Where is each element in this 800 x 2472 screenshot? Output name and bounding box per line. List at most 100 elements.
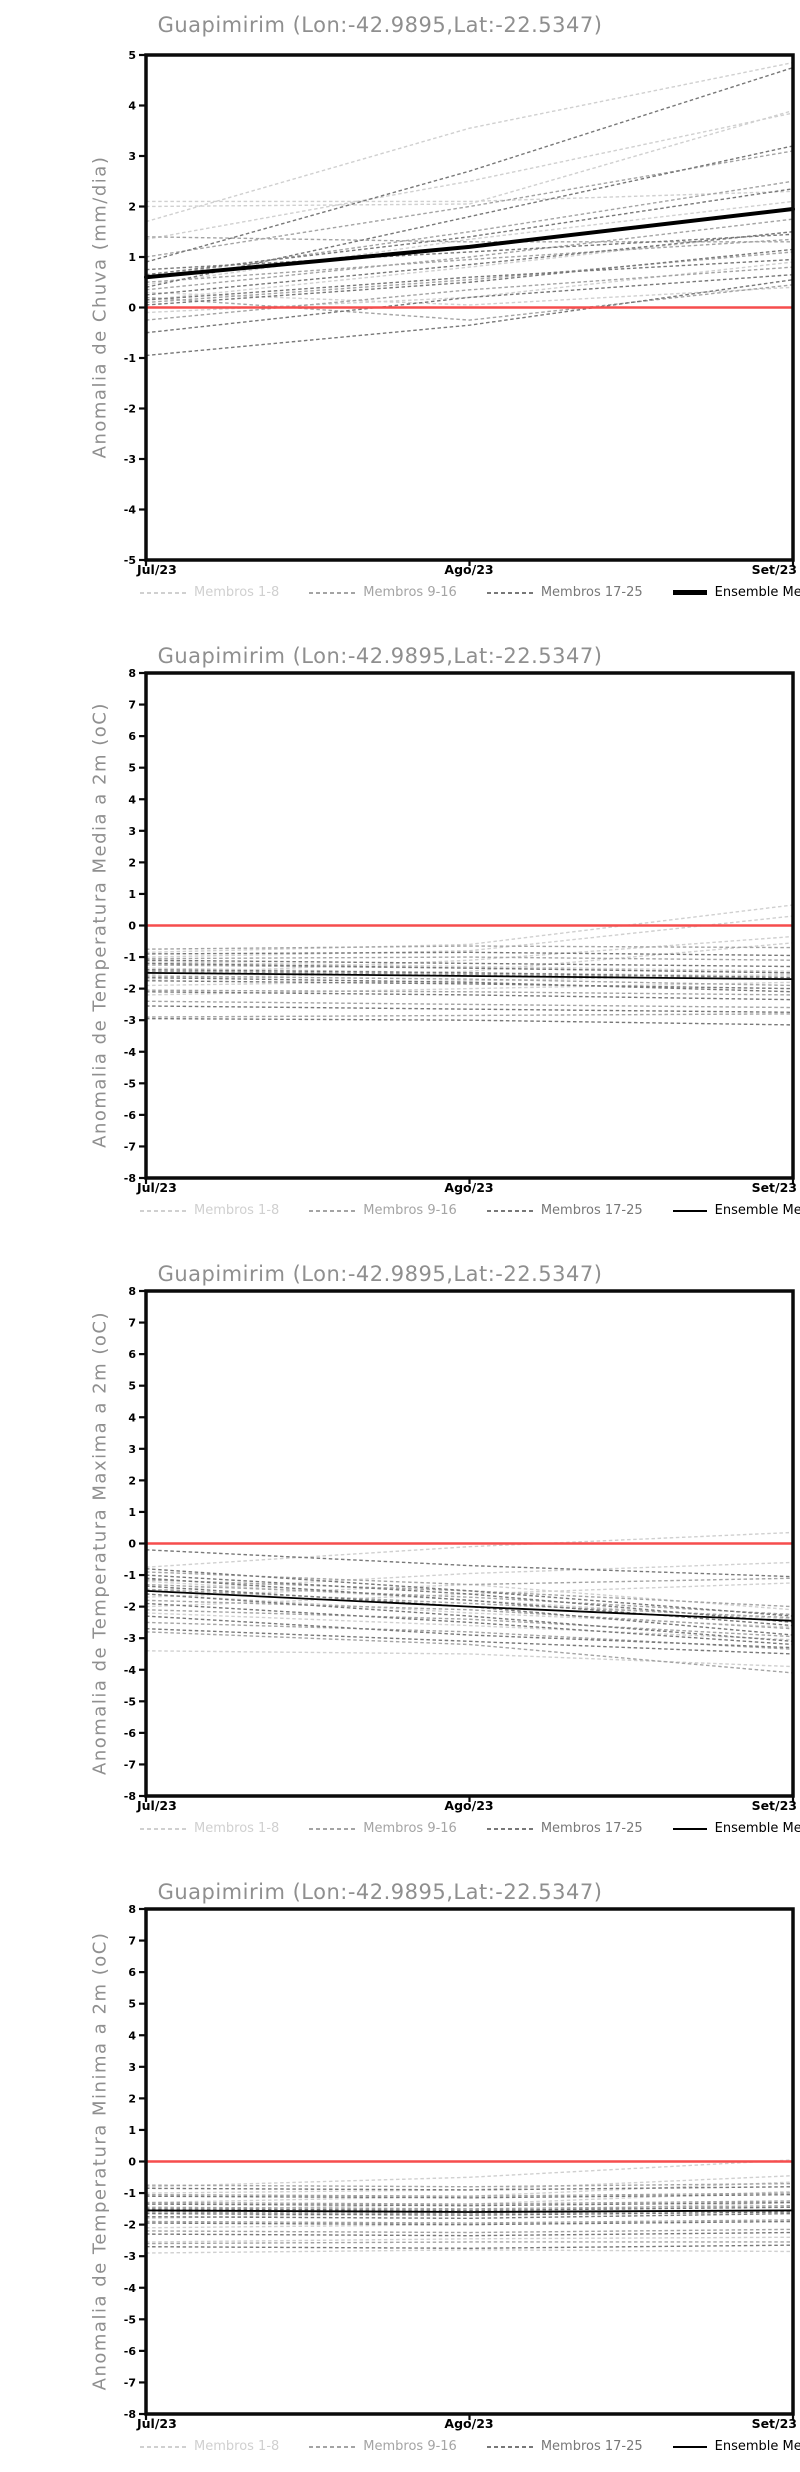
svg-text:2: 2 bbox=[128, 856, 136, 869]
svg-text:2: 2 bbox=[128, 201, 136, 214]
chart-anomalia-temp-maxima: 8 7 6 5 4 3 2 1 0 -1 -2 -3 -4 -5 -6 -7 -8 Guapimirim (Lo… bbox=[0, 1236, 800, 1854]
legend-label: Membros 17-25 bbox=[540, 1203, 643, 1218]
dashed-line-swatch bbox=[486, 2445, 533, 2448]
legend-label: Membros 9-16 bbox=[363, 1821, 457, 1836]
svg-text:6: 6 bbox=[128, 730, 136, 743]
svg-text:1: 1 bbox=[128, 2124, 136, 2137]
legend-label: Membros 9-16 bbox=[363, 1203, 457, 1218]
svg-text:4: 4 bbox=[128, 1411, 136, 1424]
svg-text:8: 8 bbox=[128, 667, 136, 680]
dashed-line-swatch bbox=[140, 1827, 186, 1830]
dashed-line-swatch bbox=[309, 1209, 356, 1212]
legend-item-membros-9-16: Membros 9-16 bbox=[309, 1821, 457, 1836]
svg-text:-2: -2 bbox=[124, 403, 136, 416]
svg-text:4: 4 bbox=[128, 100, 136, 113]
svg-text:2: 2 bbox=[128, 1474, 136, 1487]
plot-area-temp-media: 8 7 6 5 4 3 2 1 0 -1 -2 -3 -4 -5 -6 -7 -8 bbox=[124, 667, 795, 1185]
svg-text:-2: -2 bbox=[124, 2219, 136, 2232]
svg-text:0: 0 bbox=[128, 1538, 136, 1551]
svg-text:-1: -1 bbox=[124, 951, 136, 964]
dashed-line-swatch bbox=[309, 591, 356, 594]
svg-text:-1: -1 bbox=[124, 1569, 136, 1582]
x-tick-label-ago: Ago/23 bbox=[444, 1798, 494, 1813]
svg-text:6: 6 bbox=[128, 1348, 136, 1361]
svg-text:-4: -4 bbox=[124, 1664, 137, 1677]
x-tick-label-ago: Ago/23 bbox=[444, 562, 494, 577]
chart-anomalia-temp-media: 8 7 6 5 4 3 2 1 0 -1 -2 -3 -4 -5 -6 -7 -8 Guapimirim (Lo… bbox=[0, 618, 800, 1236]
svg-text:1: 1 bbox=[128, 251, 136, 264]
legend-label: Membros 17-25 bbox=[540, 585, 643, 600]
dashed-line-swatch bbox=[140, 2445, 186, 2448]
svg-text:-1: -1 bbox=[124, 2187, 136, 2200]
legend-item-membros-1-8: Membros 1-8 bbox=[140, 1203, 279, 1218]
legend-label: Ensemble Mean bbox=[714, 1203, 800, 1218]
legend: Membros 1-8 Membros 9-16 Membros 17-25 E… bbox=[140, 1203, 800, 1218]
x-tick-label-jul: Jul/23 bbox=[137, 2416, 177, 2431]
y-axis-label: Anomalia de Temperatura Minima a 2m (oC) bbox=[89, 1931, 111, 2391]
chart-title: Guapimirim (Lon:-42.9895,Lat:-22.5347) bbox=[157, 1880, 603, 1904]
legend-label: Membros 17-25 bbox=[540, 2439, 643, 2454]
svg-text:2: 2 bbox=[128, 2092, 136, 2105]
legend: Membros 1-8 Membros 9-16 Membros 17-25 E… bbox=[140, 2439, 800, 2454]
svg-text:6: 6 bbox=[128, 1966, 136, 1979]
legend-label: Membros 1-8 bbox=[194, 2439, 280, 2454]
svg-text:3: 3 bbox=[128, 150, 136, 163]
svg-text:-2: -2 bbox=[124, 1601, 136, 1614]
svg-text:-8: -8 bbox=[124, 1172, 136, 1185]
x-tick-label-set: Set/23 bbox=[751, 1798, 797, 1813]
legend-label: Ensemble Mean bbox=[714, 2439, 800, 2454]
svg-text:-8: -8 bbox=[124, 1790, 136, 1803]
svg-text:5: 5 bbox=[128, 49, 136, 62]
svg-text:3: 3 bbox=[128, 2061, 136, 2074]
dashed-line-swatch bbox=[486, 1209, 533, 1212]
svg-text:7: 7 bbox=[128, 1935, 136, 1948]
legend-label: Membros 9-16 bbox=[363, 585, 457, 600]
chart-anomalia-chuva: 5 4 3 2 1 0 -1 -2 -3 -4 -5 Guapimirim (Lon:-42.989… bbox=[0, 0, 800, 618]
legend-item-membros-9-16: Membros 9-16 bbox=[309, 585, 457, 600]
svg-text:-3: -3 bbox=[124, 1014, 136, 1027]
svg-text:-1: -1 bbox=[124, 352, 136, 365]
dashed-line-swatch bbox=[486, 1827, 533, 1830]
svg-text:-5: -5 bbox=[124, 1077, 136, 1090]
svg-text:-7: -7 bbox=[124, 2376, 136, 2389]
dashed-line-swatch bbox=[140, 1209, 186, 1212]
legend-item-membros-17-25: Membros 17-25 bbox=[486, 1203, 643, 1218]
x-tick-label-set: Set/23 bbox=[751, 562, 797, 577]
legend-label: Ensemble Mean bbox=[714, 585, 800, 600]
svg-text:-4: -4 bbox=[124, 504, 137, 517]
chart-title: Guapimirim (Lon:-42.9895,Lat:-22.5347) bbox=[157, 644, 603, 668]
plot-area-temp-minima: 8 7 6 5 4 3 2 1 0 -1 -2 -3 -4 -5 -6 -7 -8 bbox=[124, 1903, 795, 2421]
legend-label: Membros 1-8 bbox=[194, 1203, 280, 1218]
svg-text:5: 5 bbox=[128, 762, 136, 775]
x-tick-label-set: Set/23 bbox=[751, 1180, 797, 1195]
x-tick-label-ago: Ago/23 bbox=[444, 2416, 494, 2431]
solid-line-swatch bbox=[672, 1827, 707, 1830]
svg-text:3: 3 bbox=[128, 825, 136, 838]
legend: Membros 1-8 Membros 9-16 Membros 17-25 E… bbox=[140, 585, 800, 600]
legend-item-ensemble-mean: Ensemble Mean bbox=[672, 585, 800, 600]
svg-text:4: 4 bbox=[128, 793, 136, 806]
legend-label: Membros 17-25 bbox=[540, 1821, 643, 1836]
legend-item-membros-1-8: Membros 1-8 bbox=[140, 585, 279, 600]
legend-item-membros-1-8: Membros 1-8 bbox=[140, 2439, 279, 2454]
svg-text:1: 1 bbox=[128, 1506, 136, 1519]
svg-text:0: 0 bbox=[128, 302, 136, 315]
y-axis-label: Anomalia de Temperatura Media a 2m (oC) bbox=[89, 702, 111, 1148]
legend: Membros 1-8 Membros 9-16 Membros 17-25 E… bbox=[140, 1821, 800, 1836]
y-axis-label: Anomalia de Temperatura Maxima a 2m (oC) bbox=[89, 1311, 111, 1775]
x-tick-label-set: Set/23 bbox=[751, 2416, 797, 2431]
legend-label: Membros 1-8 bbox=[194, 585, 280, 600]
svg-text:7: 7 bbox=[128, 699, 136, 712]
svg-text:-5: -5 bbox=[124, 1695, 136, 1708]
svg-text:-3: -3 bbox=[124, 2250, 136, 2263]
plot-area-chuva: 5 4 3 2 1 0 -1 -2 -3 -4 -5 bbox=[124, 49, 795, 567]
legend-item-ensemble-mean: Ensemble Mean bbox=[672, 2439, 800, 2454]
chart-anomalia-temp-minima: 8 7 6 5 4 3 2 1 0 -1 -2 -3 -4 -5 -6 -7 -8 Guapimirim (Lo… bbox=[0, 1854, 800, 2472]
svg-text:-5: -5 bbox=[124, 554, 136, 567]
svg-text:-7: -7 bbox=[124, 1758, 136, 1771]
svg-text:-6: -6 bbox=[124, 1727, 137, 1740]
svg-text:4: 4 bbox=[128, 2029, 136, 2042]
solid-line-swatch bbox=[672, 1209, 707, 1212]
dashed-line-swatch bbox=[486, 591, 533, 594]
